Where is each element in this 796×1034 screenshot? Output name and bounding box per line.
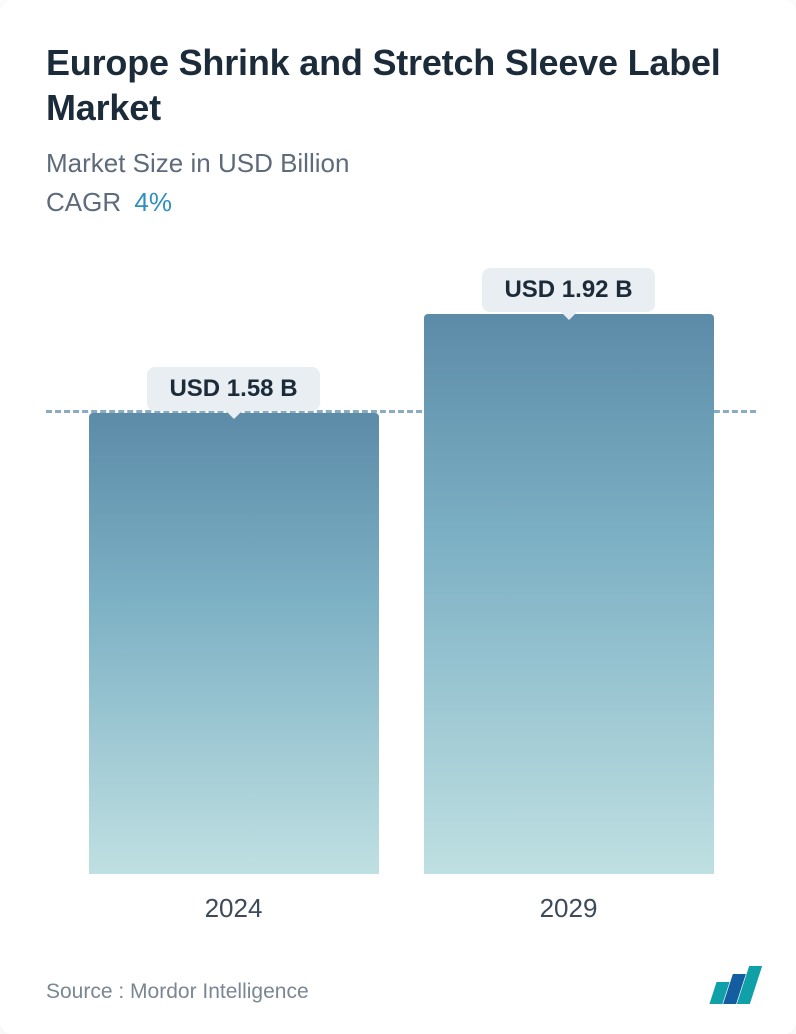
value-label: USD 1.92 B bbox=[482, 268, 654, 312]
brand-logo bbox=[713, 966, 756, 1004]
value-label: USD 1.58 B bbox=[147, 367, 319, 411]
x-axis-label: 2029 bbox=[424, 893, 714, 924]
bars-container: USD 1.58 B2024USD 1.92 B2029 bbox=[46, 268, 756, 874]
chart-title: Europe Shrink and Stretch Sleeve Label M… bbox=[46, 40, 756, 130]
chart-plot-area: USD 1.58 B2024USD 1.92 B2029 bbox=[46, 268, 756, 934]
chart-card: Europe Shrink and Stretch Sleeve Label M… bbox=[0, 0, 796, 1034]
bar bbox=[424, 314, 714, 874]
source-text: Source : Mordor Intelligence bbox=[46, 980, 309, 1004]
cagr-label: CAGR bbox=[46, 187, 121, 217]
bar-group: USD 1.92 B2029 bbox=[424, 268, 714, 874]
bar bbox=[89, 413, 379, 874]
chart-subtitle: Market Size in USD Billion bbox=[46, 148, 756, 179]
chart-footer: Source : Mordor Intelligence bbox=[46, 954, 756, 1004]
bar-group: USD 1.58 B2024 bbox=[89, 367, 379, 874]
cagr-row: CAGR 4% bbox=[46, 187, 756, 218]
x-axis-label: 2024 bbox=[89, 893, 379, 924]
cagr-value: 4% bbox=[134, 187, 172, 217]
